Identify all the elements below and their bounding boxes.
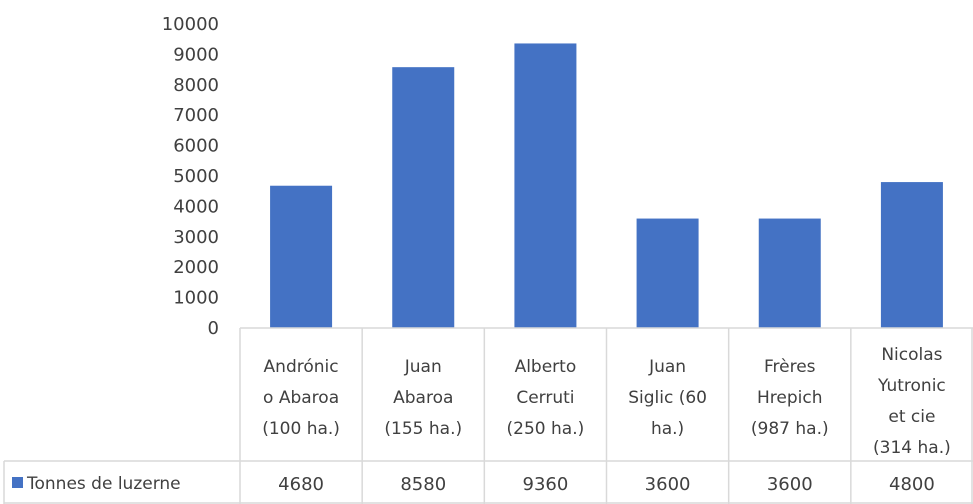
y-tick-label: 8000 <box>173 75 219 96</box>
bar <box>758 218 821 328</box>
y-tick-label: 3000 <box>173 227 219 248</box>
y-tick-label: 10000 <box>162 14 219 35</box>
y-tick-label: 1000 <box>173 288 219 309</box>
bar <box>880 182 943 328</box>
y-tick-label: 9000 <box>173 44 219 65</box>
data-table-value: 4680 <box>278 474 324 495</box>
data-table-value: 9360 <box>523 474 569 495</box>
legend-swatch <box>12 477 23 488</box>
data-table-value: 3600 <box>645 474 691 495</box>
x-category-label: Juan Siglic (60 ha.) <box>628 357 707 439</box>
y-tick-label: 6000 <box>173 136 219 157</box>
bar <box>392 67 455 328</box>
y-tick-label: 5000 <box>173 166 219 187</box>
data-table: Andrónic o Abaroa (100 ha.) Juan Abaroa (155 … <box>3 327 973 504</box>
bar <box>636 218 699 328</box>
x-category-label: Andrónic o Abaroa (100 ha.) <box>262 357 340 439</box>
data-table-value: 4800 <box>889 474 935 495</box>
x-category-label: Nicolas Yutronic et cie (314 ha.) <box>873 345 951 458</box>
y-tick-label: 0 <box>208 318 219 339</box>
y-tick-label: 7000 <box>173 105 219 126</box>
y-axis: 0 1000 2000 3000 4000 5000 6000 7000 8000 9000 100… <box>162 14 219 339</box>
x-category-label: Frères Hrepich (987 ha.) <box>751 357 829 439</box>
bar <box>270 185 333 328</box>
data-table-value: 3600 <box>767 474 813 495</box>
bars <box>270 43 943 329</box>
data-table-value: 8580 <box>400 474 446 495</box>
y-tick-label: 4000 <box>173 196 219 217</box>
bar <box>514 43 577 329</box>
x-category-label: Alberto Cerruti (250 ha.) <box>507 357 585 439</box>
legend-series-name: Tonnes de luzerne <box>26 474 181 494</box>
x-category-label: Juan Abaroa (155 ha.) <box>384 357 462 439</box>
y-tick-label: 2000 <box>173 257 219 278</box>
